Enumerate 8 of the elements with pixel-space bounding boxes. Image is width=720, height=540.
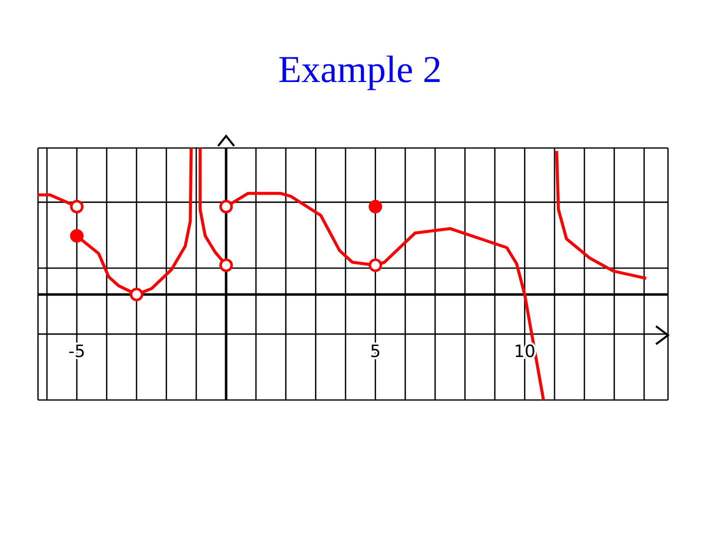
point: [368, 258, 382, 272]
point: [70, 200, 84, 214]
point: [368, 200, 382, 214]
point: [219, 200, 233, 214]
point: [130, 288, 144, 302]
point: [219, 258, 233, 272]
chart-title: Example 2: [277, 48, 443, 92]
point: [70, 229, 84, 243]
